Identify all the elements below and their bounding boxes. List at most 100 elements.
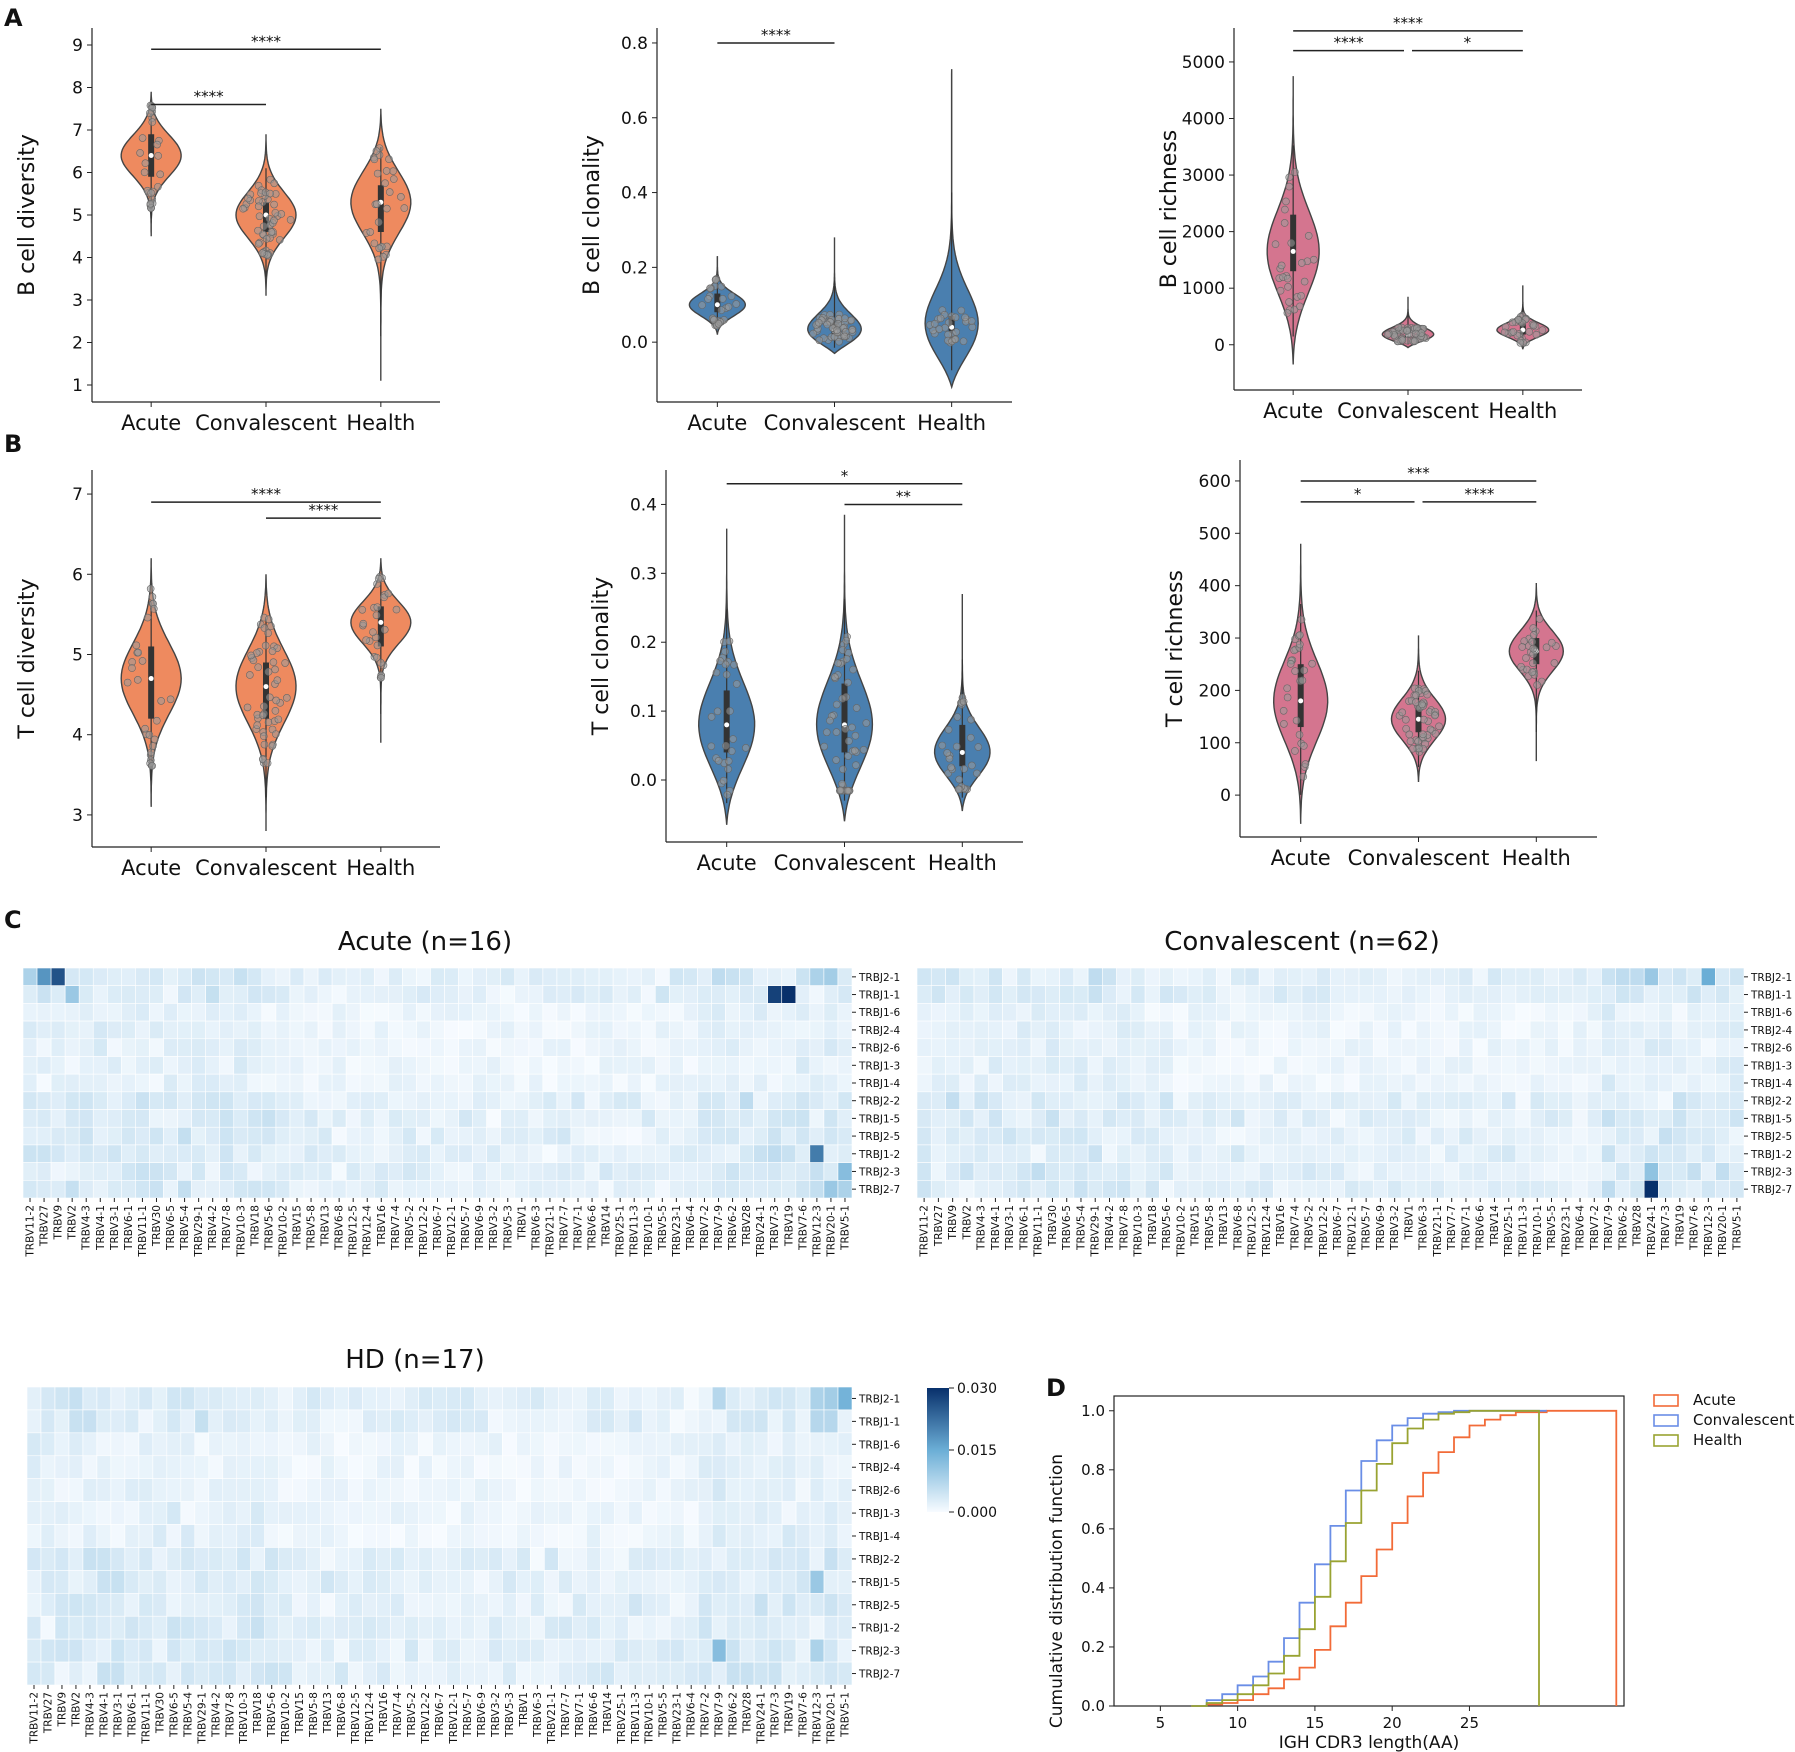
heatmap-cell bbox=[795, 967, 811, 986]
violin-point bbox=[834, 320, 842, 328]
heatmap-cell bbox=[530, 1432, 545, 1457]
heatmap-cell bbox=[1544, 1144, 1559, 1163]
heatmap-cell bbox=[247, 1144, 263, 1163]
heatmap-cell bbox=[26, 1638, 42, 1663]
heatmap-cell bbox=[753, 1593, 769, 1617]
heatmap-cell bbox=[500, 1180, 516, 1199]
heatmap-cell bbox=[945, 1144, 961, 1163]
col-label: TRBV12-4 bbox=[1261, 1205, 1273, 1258]
violin-point bbox=[1405, 730, 1414, 739]
col-label: TRBV27 bbox=[42, 1692, 54, 1734]
violin-point bbox=[1304, 231, 1313, 240]
heatmap-cell bbox=[1273, 967, 1289, 986]
heatmap-cell bbox=[753, 1524, 769, 1548]
violin-point bbox=[848, 326, 856, 334]
heatmap-cell bbox=[711, 1478, 727, 1502]
violin-point bbox=[150, 605, 158, 613]
violin-point bbox=[259, 222, 268, 231]
heatmap-cell bbox=[486, 1073, 502, 1093]
heatmap-cell bbox=[390, 1547, 405, 1571]
heatmap-cell bbox=[1515, 1180, 1531, 1199]
heatmap-cell bbox=[945, 1020, 961, 1040]
heatmap-cell bbox=[1372, 1073, 1388, 1093]
heatmap-cell bbox=[1700, 985, 1716, 1004]
heatmap-cell bbox=[1216, 1003, 1231, 1022]
heatmap-cell bbox=[711, 1409, 727, 1434]
heatmap-cell bbox=[1558, 1162, 1574, 1181]
violin-point bbox=[254, 202, 263, 211]
heatmap-cell bbox=[388, 1109, 403, 1128]
heatmap-cell bbox=[292, 1409, 307, 1434]
heatmap-cell bbox=[135, 1126, 150, 1146]
violin-point bbox=[952, 328, 960, 336]
violin-point bbox=[1284, 283, 1292, 291]
violin-point bbox=[1279, 706, 1288, 715]
heatmap-cell bbox=[486, 967, 502, 986]
x-tick-label: Convalescent bbox=[774, 851, 916, 875]
heatmap-cell bbox=[107, 1126, 122, 1146]
heatmap-cell bbox=[488, 1593, 503, 1617]
heatmap-cell bbox=[219, 1109, 235, 1128]
heatmap-cell bbox=[152, 1478, 168, 1502]
heatmap-cell bbox=[1601, 967, 1616, 986]
heatmap-cell bbox=[930, 1056, 946, 1075]
heatmap-cell bbox=[1700, 1038, 1716, 1057]
heatmap-cell bbox=[1159, 1126, 1174, 1146]
heatmap-cell bbox=[655, 1638, 671, 1663]
heatmap-cell bbox=[446, 1638, 461, 1663]
col-label: TRBV6-5 bbox=[168, 1692, 180, 1738]
heatmap-cell bbox=[320, 1386, 335, 1411]
violin-point bbox=[1529, 644, 1538, 653]
heatmap-cell bbox=[1287, 1162, 1303, 1181]
heatmap-cell bbox=[1415, 1073, 1431, 1093]
heatmap-cell bbox=[26, 1386, 42, 1411]
col-label: TRBV3-2 bbox=[1389, 1205, 1401, 1251]
heatmap-cell bbox=[781, 1524, 797, 1548]
row-label: TRBJ2-2 bbox=[858, 1096, 900, 1108]
heatmap-cell bbox=[572, 1455, 587, 1479]
violin-point bbox=[954, 785, 963, 794]
col-label: TRBV4-2 bbox=[1104, 1205, 1116, 1251]
heatmap-cell bbox=[500, 967, 516, 986]
heatmap-cell bbox=[514, 1003, 530, 1022]
violin-point bbox=[145, 109, 154, 118]
heatmap-cell bbox=[542, 967, 558, 986]
violin-point bbox=[1518, 643, 1527, 651]
heatmap-cell bbox=[54, 1638, 70, 1663]
x-axis-label: IGH CDR3 length(AA) bbox=[1279, 1733, 1460, 1752]
y-axis-label: B cell richness bbox=[1157, 130, 1182, 289]
heatmap-cell bbox=[135, 1038, 150, 1057]
heatmap-cell bbox=[711, 1180, 726, 1199]
heatmap-cell bbox=[390, 1524, 405, 1548]
heatmap-cell bbox=[236, 1638, 252, 1663]
heatmap-cell bbox=[945, 1162, 961, 1181]
heatmap-cell bbox=[1059, 1091, 1075, 1110]
heatmap-cell bbox=[916, 1038, 932, 1057]
col-label: TRBV6-5 bbox=[165, 1205, 177, 1251]
col-label: TRBV10-3 bbox=[1133, 1205, 1145, 1258]
violin-point bbox=[852, 761, 860, 769]
violin-point bbox=[1296, 640, 1304, 649]
heatmap-cell bbox=[22, 1056, 38, 1075]
heatmap-cell bbox=[987, 1091, 1003, 1110]
heatmap-cell bbox=[1045, 1144, 1060, 1163]
heatmap-cell bbox=[767, 1547, 783, 1571]
heatmap-cell bbox=[376, 1432, 391, 1457]
heatmap-cell bbox=[1116, 1038, 1132, 1057]
heatmap-cell bbox=[1415, 985, 1431, 1004]
col-label: TRBV5-5 bbox=[657, 1205, 669, 1251]
col-label: TRBV27 bbox=[39, 1205, 51, 1247]
heatmap-cell bbox=[208, 1501, 224, 1525]
heatmap-cell bbox=[292, 1638, 307, 1663]
heatmap-cell bbox=[275, 1109, 291, 1128]
violin-point bbox=[148, 118, 157, 126]
heatmap-cell bbox=[697, 1109, 712, 1128]
violin-median bbox=[1298, 698, 1304, 704]
heatmap-cell bbox=[739, 985, 754, 1004]
heatmap-cell bbox=[1173, 1038, 1189, 1057]
heatmap-cell bbox=[711, 1109, 726, 1128]
heatmap-cell bbox=[1159, 1038, 1174, 1057]
heatmap-cell bbox=[418, 1432, 433, 1457]
col-label: TRBV28 bbox=[1632, 1205, 1644, 1247]
heatmap-cell bbox=[1472, 1162, 1488, 1181]
